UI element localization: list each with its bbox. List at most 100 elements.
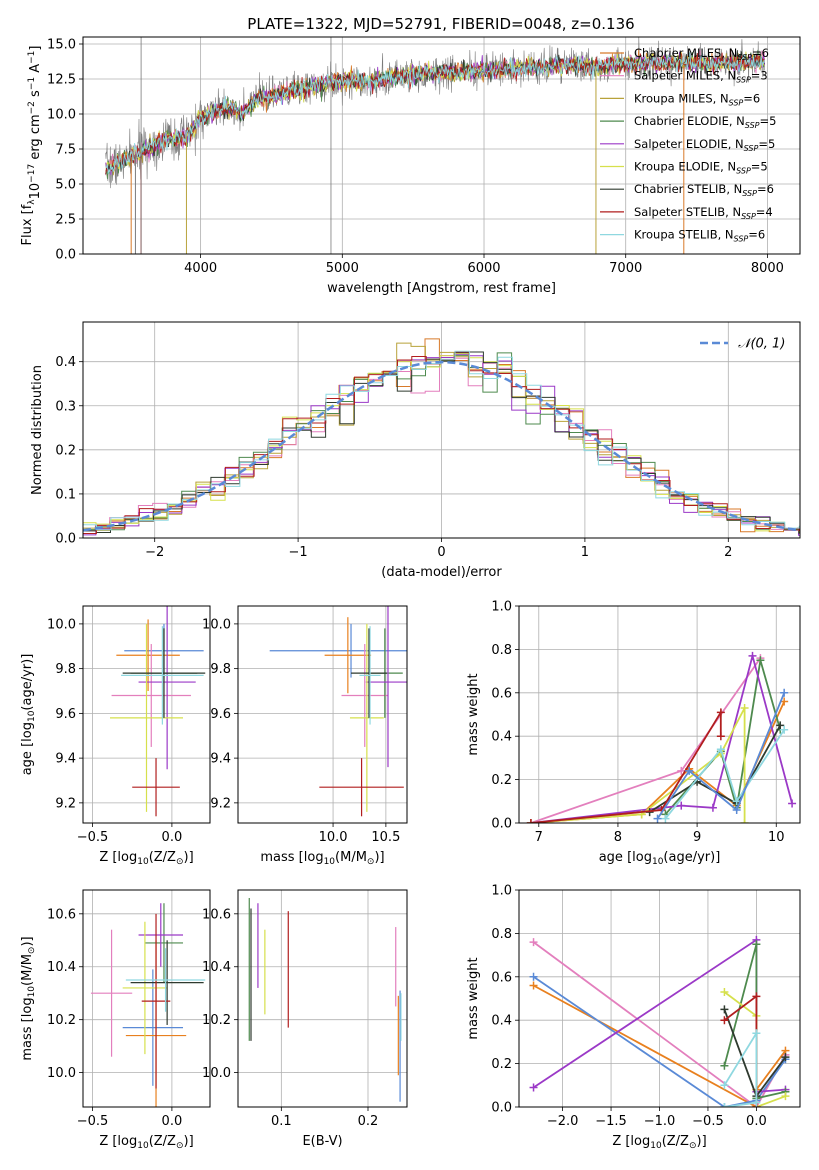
error-bar-point — [90, 929, 133, 1057]
x-axis-label: Z [log10​(Z/Z⊙​)] — [612, 1134, 706, 1151]
legend-label: 𝒩(0, 1) — [738, 337, 785, 352]
mass-weight-marker — [780, 725, 789, 734]
y-tick-label: 0.0 — [491, 817, 512, 832]
mass-weight-marker — [716, 708, 725, 717]
mass-weight-series — [653, 688, 789, 823]
mass-weight-marker — [526, 819, 535, 823]
x-tick-label: 0.0 — [162, 830, 183, 845]
axis-label-part: ] — [28, 46, 43, 51]
residual-legend: 𝒩(0, 1) — [700, 337, 785, 352]
error-bar-point — [111, 644, 191, 747]
error-bar-point — [132, 758, 180, 817]
mass-weight-series — [526, 708, 725, 823]
axis-label-part: s — [28, 90, 43, 101]
panel-age_vs_z: −0.5 0.0 9.2 9.4 9.6 9.8 10.0 Z [log10​(Z/Z⊙​)]… — [20, 605, 211, 867]
legend-label: Salpeter MILES, NSSP=3 — [634, 69, 768, 85]
x-tick-label: −1 — [289, 545, 308, 560]
y-tick-label: 0.8 — [491, 927, 512, 942]
axis-label-part: )] — [20, 936, 35, 946]
axis-label-part: )] — [184, 1134, 194, 1149]
legend-label: Chabrier ELODIE, NSSP=5 — [634, 114, 776, 130]
y-tick-label: 0.0 — [55, 532, 76, 547]
x-tick-label: −0.5 — [692, 1114, 724, 1129]
y-tick-label: 9.8 — [210, 662, 231, 677]
mass-weight-marker — [776, 721, 785, 730]
y-tick-label: 0.0 — [491, 1101, 512, 1116]
axis-label-part: (Z/Z — [662, 1134, 689, 1149]
axis-label-part: A — [28, 64, 43, 77]
panel-mass_vs_z: −0.5 0.0 10.0 10.2 10.4 10.6 Z [log10​(Z/Z⊙​)]… — [20, 889, 211, 1151]
panel-mass_weight_vs_age: 7 8 9 10 0.0 0.2 0.4 0.6 0.8 1.0 age [log10​(age/y… — [466, 600, 801, 867]
axis-label-part: )] — [184, 850, 194, 865]
axis-label-part: )] — [374, 850, 384, 865]
x-tick-label: 6000 — [467, 261, 500, 276]
mass-weight-marker — [752, 992, 761, 1001]
y-tick-label: 10.4 — [47, 960, 76, 975]
x-tick-label: 0.0 — [746, 1114, 767, 1129]
x-tick-label: 10.0 — [319, 830, 348, 845]
legend-label: Kroupa STELIB, NSSP=6 — [634, 228, 765, 244]
y-tick-label: 9.2 — [210, 796, 231, 811]
mass-weight-marker — [720, 1061, 729, 1070]
y-tick-label: 9.6 — [55, 707, 76, 722]
x-tick-label: −1.0 — [644, 1114, 676, 1129]
error-bar-point — [351, 628, 387, 718]
axis-label-part: −1 — [27, 51, 37, 64]
y-tick-label: 15.0 — [47, 38, 76, 53]
plot-area-spectrum — [105, 37, 765, 254]
axis-label-part: erg cm — [28, 114, 43, 163]
axis-label-part: (age/yr)] — [20, 654, 35, 711]
axis-label-part: −1 — [27, 77, 37, 90]
model-spectrum-line — [105, 52, 765, 175]
mass-weight-marker — [788, 799, 797, 808]
y-tick-label: 0.2 — [491, 1057, 512, 1072]
plot-area-mass_vs_ebv — [248, 897, 402, 1102]
x-tick-label: 5000 — [326, 261, 359, 276]
y-tick-label: 10.6 — [202, 907, 231, 922]
plot-area-age_vs_mass — [269, 606, 407, 817]
mass-weight-marker — [677, 801, 686, 810]
legend-label: Kroupa ELODIE, NSSP=5 — [634, 160, 768, 176]
residual-histogram — [83, 353, 800, 536]
x-tick-label: 2 — [724, 545, 732, 560]
x-tick-label: −2 — [145, 545, 164, 560]
axis-label-part: ⊙ — [176, 1141, 184, 1151]
mass-weight-line — [664, 729, 785, 820]
y-axis-label: Flux [fλ​10−17​ erg cm−2​ s−1​ A−1​] — [20, 46, 43, 246]
x-axis-label: age [log10​(age/yr)] — [599, 850, 721, 867]
mass-weight-marker — [720, 987, 729, 996]
y-tick-label: 0.2 — [55, 443, 76, 458]
axis-label-part: 10 — [27, 986, 37, 998]
y-tick-label: 5.0 — [55, 178, 76, 193]
axes-frame — [518, 605, 801, 824]
axis-label-part: ⊙ — [27, 947, 37, 955]
axis-label-part: 10 — [650, 1141, 662, 1151]
residual-histogram — [83, 351, 800, 534]
panel-mass_vs_ebv: 0.1 0.2 10.0 10.2 10.4 10.6 E(B-V) — [202, 889, 408, 1149]
x-tick-label: 0.1 — [271, 1114, 292, 1129]
x-axis-label: (data-model)/error — [381, 565, 502, 580]
error-bar-point — [359, 626, 381, 725]
axis-label-part: (M/M — [335, 850, 367, 865]
mass-weight-marker — [716, 745, 725, 754]
mass-weight-marker — [781, 1053, 790, 1062]
mass-weight-marker — [732, 805, 741, 814]
error-bar-point — [324, 617, 372, 694]
x-axis-label: E(B-V) — [302, 1134, 342, 1149]
mass-weight-series — [661, 725, 789, 823]
x-tick-label: 7000 — [609, 261, 642, 276]
axes-frame — [82, 889, 211, 1108]
axis-label-part: (Z/Z — [149, 850, 176, 865]
y-tick-label: 0.8 — [491, 643, 512, 658]
x-axis-label: Z [log10​(Z/Z⊙​)] — [99, 1134, 193, 1151]
axis-label-part: age [log — [599, 850, 652, 865]
x-tick-label: −0.5 — [77, 1114, 109, 1129]
mass-weight-marker — [708, 803, 717, 812]
x-tick-label: 8 — [614, 830, 622, 845]
plot-area-residuals — [83, 338, 800, 536]
mass-weight-line — [656, 692, 786, 820]
axis-label-part: 10 — [28, 183, 43, 200]
y-tick-label: 9.8 — [55, 662, 76, 677]
mass-weight-marker — [653, 814, 662, 823]
